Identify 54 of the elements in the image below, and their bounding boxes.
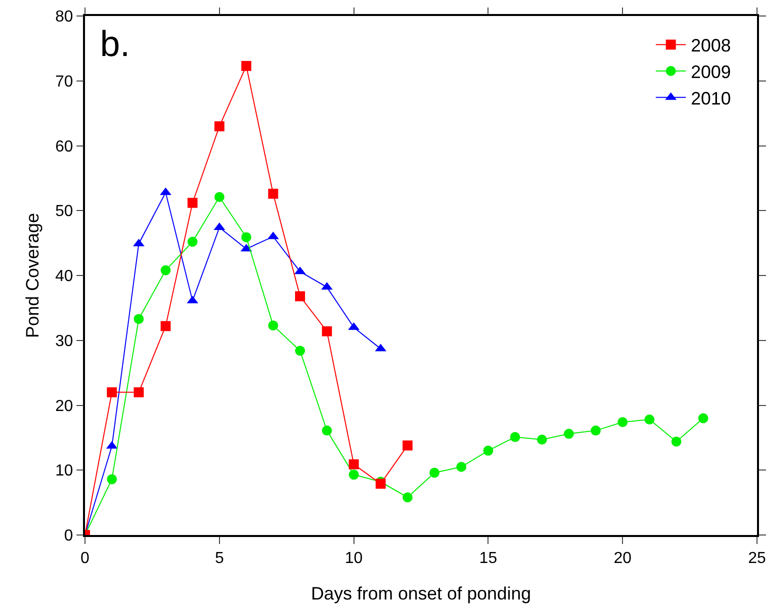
- point: [698, 413, 708, 424]
- x-tick-label: 5: [214, 550, 224, 567]
- legend-label: 2008: [690, 36, 731, 56]
- annotation: b.: [100, 23, 130, 64]
- y-tick-label: 50: [55, 203, 74, 220]
- point: [536, 434, 547, 445]
- point: [134, 387, 144, 398]
- y-tick-label: 60: [55, 138, 74, 156]
- point: [429, 468, 440, 478]
- point: [456, 462, 466, 472]
- y-tick-label: 70: [55, 73, 74, 90]
- point: [402, 492, 413, 502]
- y-tick-label: 80: [55, 8, 74, 26]
- y-tick-label: 40: [55, 268, 74, 286]
- point: [295, 291, 306, 302]
- y-tick-label: 30: [55, 332, 74, 350]
- point: [402, 440, 413, 450]
- point: [188, 236, 198, 247]
- x-tick-label: 15: [479, 550, 498, 567]
- x-tick-label: 0: [80, 550, 90, 567]
- point: [268, 188, 278, 199]
- point: [348, 470, 359, 480]
- point: [241, 60, 252, 71]
- legend-label: 2009: [690, 62, 731, 82]
- point: [188, 198, 198, 208]
- point: [295, 346, 306, 356]
- point: [483, 446, 494, 456]
- point: [564, 428, 574, 439]
- x-tick-label: 10: [344, 550, 363, 567]
- point: [268, 320, 278, 330]
- point: [106, 474, 117, 484]
- point: [618, 417, 628, 428]
- point: [348, 459, 359, 470]
- x-tick-label: 25: [748, 550, 766, 567]
- y-tick-label: 20: [55, 398, 74, 415]
- point: [510, 432, 520, 442]
- point: [160, 265, 171, 276]
- x-axis-title: Days from onset of ponding: [310, 584, 532, 604]
- point: [214, 121, 224, 132]
- y-tick-label: 10: [55, 462, 74, 480]
- point: [322, 326, 332, 336]
- point: [590, 426, 601, 436]
- x-tick-label: 20: [614, 550, 632, 567]
- y-tick-label: 0: [64, 528, 74, 545]
- point: [322, 426, 332, 436]
- point: [214, 192, 224, 202]
- y-axis-title: Pond Coverage: [22, 212, 42, 338]
- point: [644, 414, 654, 425]
- point: [106, 387, 117, 398]
- point: [160, 321, 171, 332]
- point: [241, 232, 252, 242]
- point: [134, 314, 144, 324]
- legend-label: 2010: [690, 88, 731, 108]
- point: [671, 436, 682, 447]
